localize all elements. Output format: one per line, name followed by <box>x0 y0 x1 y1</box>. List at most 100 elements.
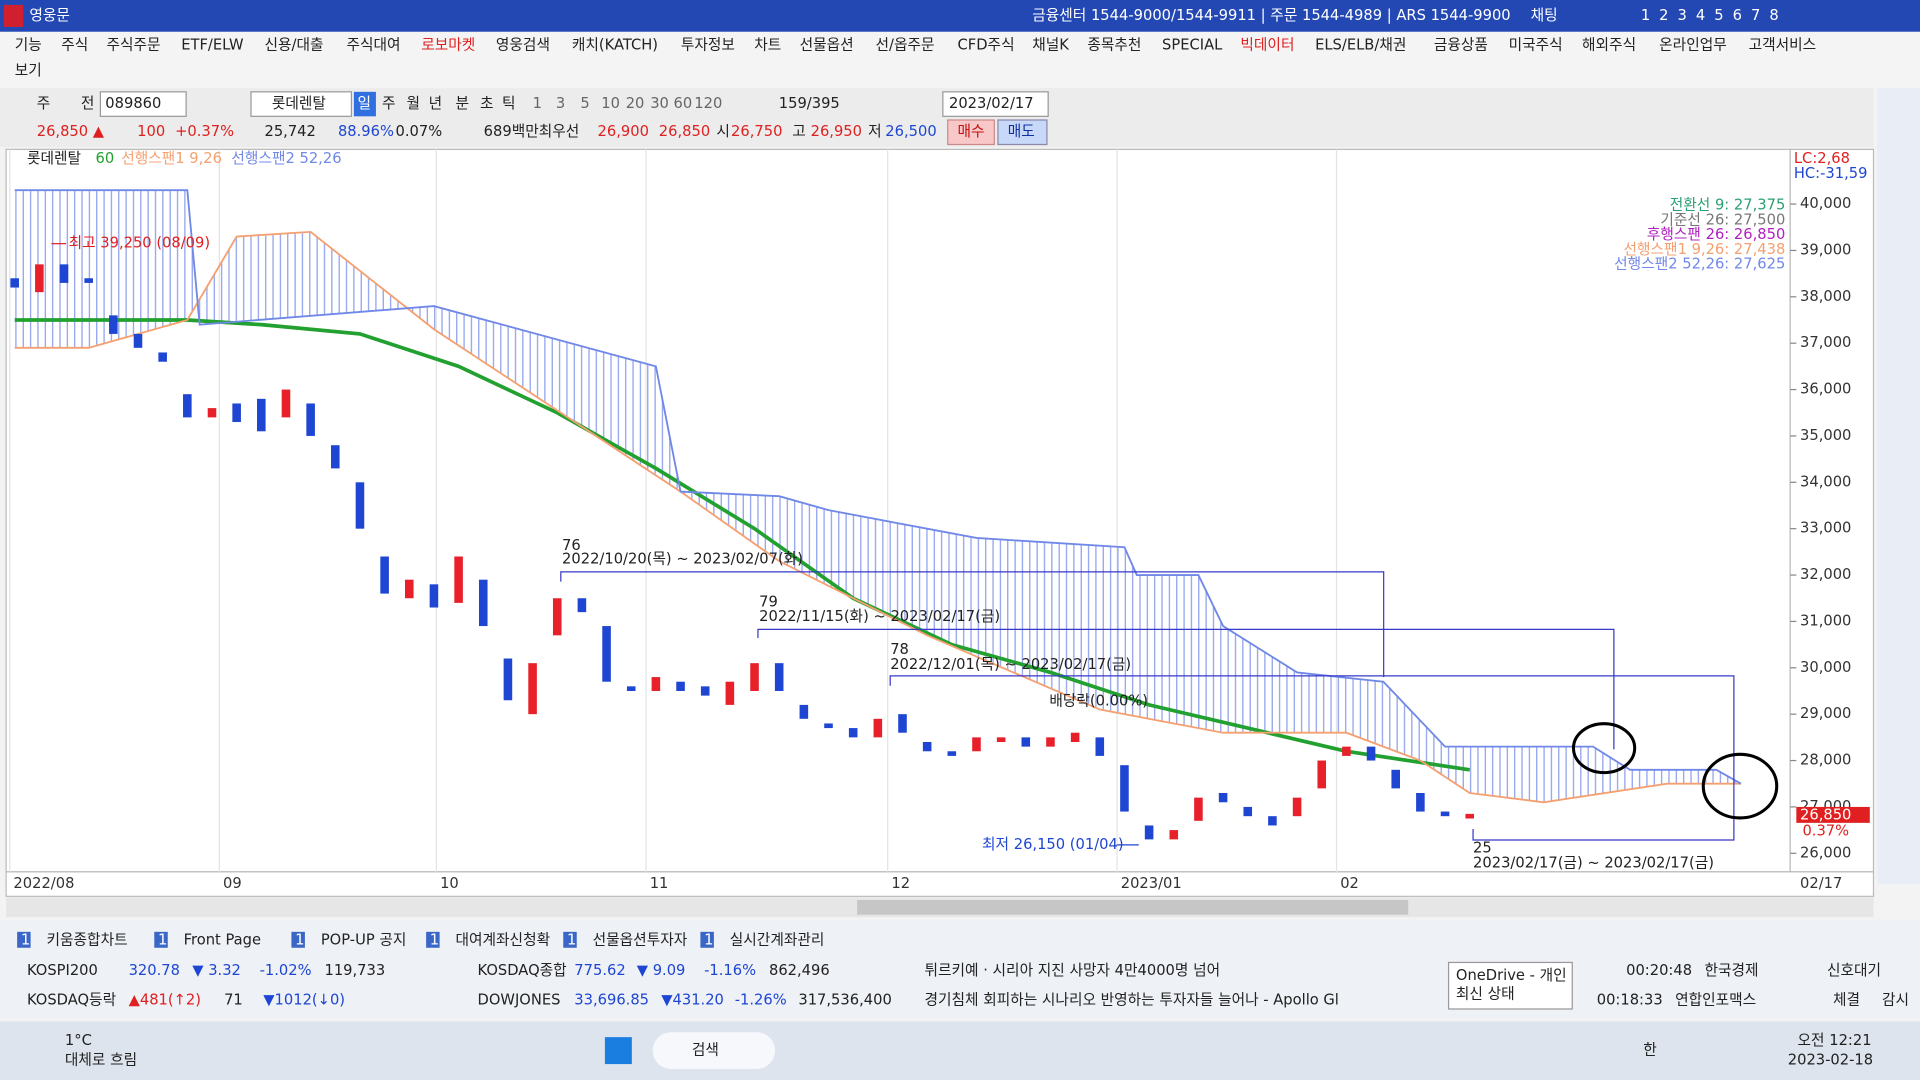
menu-item[interactable]: 미국주식 <box>1509 36 1563 53</box>
interval-button[interactable]: 10 <box>601 95 620 112</box>
candle <box>454 556 463 603</box>
screen-number[interactable]: 3 <box>1678 7 1687 24</box>
quote-change: 100 <box>137 123 165 140</box>
tab[interactable]: POP-UP 공지 <box>321 931 407 948</box>
quote-sell[interactable]: 매도 <box>1008 123 1035 140</box>
menu-item[interactable]: 주식주문 <box>107 36 161 53</box>
buy-button[interactable] <box>947 119 995 146</box>
tab[interactable]: 실시간계좌관리 <box>730 931 825 948</box>
interval-button[interactable]: 30 <box>650 95 669 112</box>
clock-time: 오전 12:21 <box>1798 1032 1872 1049</box>
menu-item[interactable]: SPECIAL <box>1162 36 1223 53</box>
tab[interactable]: Front Page <box>184 931 261 948</box>
x-tick-label: 2023/01 <box>1121 875 1182 892</box>
period-button[interactable]: 초 <box>480 95 494 112</box>
interval-button[interactable]: 5 <box>580 95 589 112</box>
menu-item[interactable]: 온라인업무 <box>1659 36 1727 53</box>
date-input[interactable] <box>942 91 1049 117</box>
menu-item[interactable]: CFD주식 <box>958 36 1015 53</box>
menu-item[interactable]: 채널K <box>1032 36 1069 53</box>
period-button[interactable]: 년 <box>429 95 443 112</box>
screen-number[interactable]: 8 <box>1769 7 1778 24</box>
period-button[interactable]: 일 <box>358 95 372 112</box>
interval-button[interactable]: 1 <box>533 95 542 112</box>
menu-item[interactable]: 종목추천 <box>1087 36 1141 53</box>
period-button[interactable]: 주 <box>382 95 396 112</box>
screen-number[interactable]: 4 <box>1696 7 1705 24</box>
indicator-value: 후행스팬 26: 26,850 <box>1647 226 1785 243</box>
menu-item[interactable]: 영웅검색 <box>496 36 550 53</box>
query-date[interactable]: 2023/02/17 <box>949 95 1034 112</box>
stock-name[interactable]: 롯데렌탈 <box>272 95 326 112</box>
menu-item[interactable]: ELS/ELB/채권 <box>1315 36 1406 53</box>
quote-amount: 689백만 <box>484 123 539 140</box>
menu-item[interactable]: 빅데이터 <box>1240 36 1294 53</box>
menu-item[interactable]: 해외주식 <box>1582 36 1636 53</box>
menu-item[interactable]: 금융상품 <box>1434 36 1488 53</box>
tab-badge <box>563 931 577 948</box>
quote-rate: +0.37% <box>175 123 234 140</box>
start-button[interactable] <box>604 1037 632 1065</box>
screen-number[interactable]: 7 <box>1751 7 1760 24</box>
x-tick-label: 12 <box>891 875 910 892</box>
interval-button[interactable]: 60 <box>673 95 692 112</box>
search-box[interactable] <box>652 1032 776 1069</box>
x-tick-label: 10 <box>440 875 459 892</box>
period-button[interactable]: 분 <box>456 95 470 112</box>
menu-item[interactable]: 주식대여 <box>347 36 401 53</box>
period-button[interactable]: 월 <box>407 95 421 112</box>
menu-item[interactable]: 로보마켓 <box>421 36 475 53</box>
ime-indicator[interactable]: 한 <box>1643 1042 1657 1059</box>
y-tick-label: 33,000 <box>1800 520 1851 537</box>
mode-select[interactable]: 주 <box>37 95 51 112</box>
candle <box>1169 830 1179 840</box>
screen-number[interactable]: 1 <box>1641 7 1650 24</box>
interval-button[interactable]: 20 <box>626 95 645 112</box>
menu-item[interactable]: 선물옵션 <box>800 36 854 53</box>
menu-item[interactable]: 캐치(KATCH) <box>572 36 658 53</box>
tab[interactable]: 키움종합차트 <box>47 931 128 948</box>
screen-number[interactable]: 2 <box>1659 7 1668 24</box>
name-input[interactable] <box>250 91 353 117</box>
menu-bar <box>0 31 1920 86</box>
screen-number[interactable]: 6 <box>1733 7 1742 24</box>
weather-text: 대체로 흐림 <box>65 1051 137 1068</box>
candle <box>1416 793 1425 812</box>
sell-button[interactable] <box>997 119 1048 146</box>
tab-badge-text: 1 <box>295 931 304 948</box>
search-label[interactable]: 검색 <box>692 1042 719 1059</box>
menu-item[interactable]: 고객서비스 <box>1749 36 1817 53</box>
market-select[interactable]: 전 <box>81 95 95 112</box>
center-info: 금융센터 1544-9000/1544-9911 | 주문 1544-4989 … <box>1032 7 1510 24</box>
menu-item[interactable]: 차트 <box>754 36 781 53</box>
candle <box>404 579 414 599</box>
range-box <box>757 628 1615 750</box>
quote-buy[interactable]: 매수 <box>958 123 985 140</box>
menu-item[interactable]: 투자정보 <box>681 36 735 53</box>
candle <box>331 445 340 469</box>
menu-item[interactable]: 신용/대출 <box>264 36 323 53</box>
tab[interactable]: 대여계좌신청확 <box>456 931 551 948</box>
candle <box>478 579 488 627</box>
menu-item[interactable]: 주식 <box>61 36 88 53</box>
interval-button[interactable]: 3 <box>556 95 565 112</box>
tab-badge <box>154 931 168 948</box>
stock-code[interactable]: 089860 <box>105 95 161 112</box>
chat-button[interactable]: 채팅 <box>1531 7 1558 24</box>
screen-number[interactable]: 5 <box>1714 7 1723 24</box>
ticker-item: 체결 <box>1833 991 1860 1008</box>
code-input[interactable] <box>99 91 187 117</box>
x-tick-label: 09 <box>223 875 242 892</box>
menu-item[interactable]: 기능 <box>15 36 42 53</box>
y-tick-label: 26,000 <box>1800 844 1851 861</box>
menu-item[interactable]: 선/옵주문 <box>876 36 935 53</box>
menu-item[interactable]: 보기 <box>15 62 42 79</box>
candle <box>232 403 241 423</box>
interval-button[interactable]: 120 <box>694 95 722 112</box>
menu-item[interactable]: ETF/ELW <box>181 36 244 53</box>
tab[interactable]: 선물옵션투자자 <box>593 931 688 948</box>
period-selected[interactable] <box>353 91 376 117</box>
ticker-item: 튀르키예 · 시리아 지진 사망자 4만4000명 넘어 <box>924 962 1220 979</box>
scroll-thumb[interactable] <box>857 900 1409 915</box>
period-button[interactable]: 틱 <box>502 95 516 112</box>
